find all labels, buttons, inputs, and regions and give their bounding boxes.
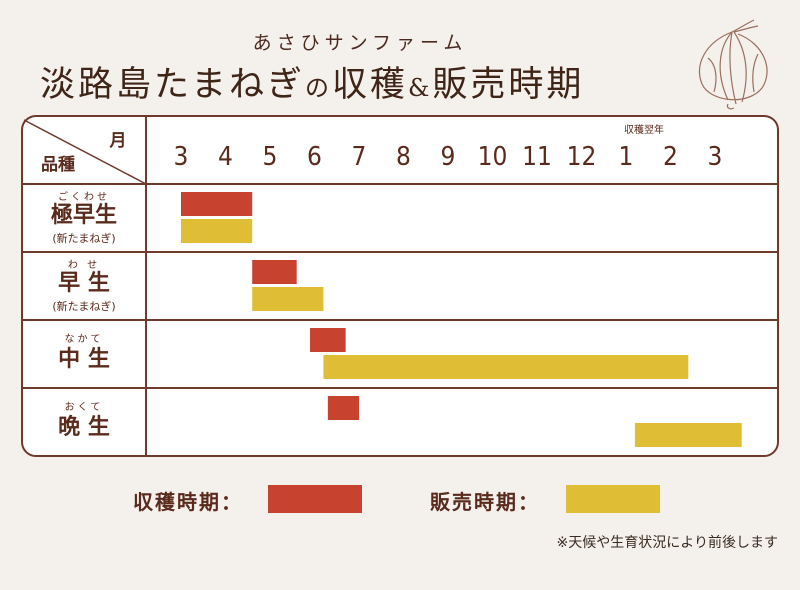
title-part-4: & bbox=[407, 74, 433, 102]
title-part-1: 淡路島たまねぎ bbox=[40, 65, 305, 105]
variety-note: (新たまねぎ) bbox=[52, 231, 115, 245]
month-tick-label: 3 bbox=[708, 142, 723, 172]
variety-reading: おくて bbox=[65, 401, 104, 413]
month-tick-label: 9 bbox=[441, 142, 456, 172]
title-part-3: 収穫 bbox=[331, 65, 408, 105]
header-variety-label: 品種 bbox=[41, 154, 75, 175]
variety-note: (新たまねぎ) bbox=[52, 299, 115, 313]
footnote: ※天候や生育状況により前後します bbox=[556, 535, 778, 551]
variety-reading: わ せ bbox=[68, 259, 100, 271]
variety-reading: なかて bbox=[65, 333, 104, 345]
sales-bar bbox=[323, 355, 689, 379]
month-tick-label: 12 bbox=[567, 142, 597, 172]
title-part-5: 販売時期 bbox=[432, 65, 585, 105]
month-tick-label: 2 bbox=[663, 142, 678, 172]
harvest-bar bbox=[181, 192, 253, 216]
sales-bar bbox=[252, 287, 324, 311]
variety-name: 早 生 bbox=[58, 271, 110, 296]
variety-name: 晩 生 bbox=[58, 415, 110, 440]
harvest-bar bbox=[310, 328, 346, 352]
legend-sales-swatch bbox=[566, 485, 660, 513]
title-part-2: の bbox=[304, 74, 332, 102]
month-tick-label: 11 bbox=[522, 142, 552, 172]
legend-harvest-label: 収穫時期： bbox=[133, 490, 243, 514]
variety-reading: ごくわせ bbox=[58, 190, 110, 203]
header-month-label: 月 bbox=[109, 131, 127, 151]
sales-bar bbox=[181, 219, 253, 243]
month-tick-label: 1 bbox=[619, 142, 634, 172]
variety-name: 極早生 bbox=[51, 202, 117, 228]
month-tick-label: 5 bbox=[263, 142, 278, 172]
variety-name: 中 生 bbox=[58, 347, 110, 372]
month-tick-label: 8 bbox=[396, 142, 411, 172]
next-year-label: 収穫翌年 bbox=[624, 123, 664, 136]
month-tick-label: 7 bbox=[352, 142, 367, 172]
harvest-bar bbox=[252, 260, 297, 284]
legend-harvest-swatch bbox=[268, 485, 362, 513]
month-tick-label: 6 bbox=[307, 142, 322, 172]
subtitle: あさひサンファーム bbox=[252, 32, 468, 54]
onion-illustration-icon bbox=[698, 19, 768, 110]
month-tick-label: 10 bbox=[478, 142, 508, 172]
legend-sales-label: 販売時期： bbox=[430, 490, 540, 514]
page-title: 淡路島たまねぎの収穫&販売時期 bbox=[40, 56, 584, 107]
harvest-bar bbox=[327, 396, 359, 420]
month-tick-label: 3 bbox=[174, 142, 189, 172]
sales-bar bbox=[634, 423, 742, 447]
month-tick-label: 4 bbox=[218, 142, 233, 172]
header-diagonal bbox=[23, 119, 147, 185]
